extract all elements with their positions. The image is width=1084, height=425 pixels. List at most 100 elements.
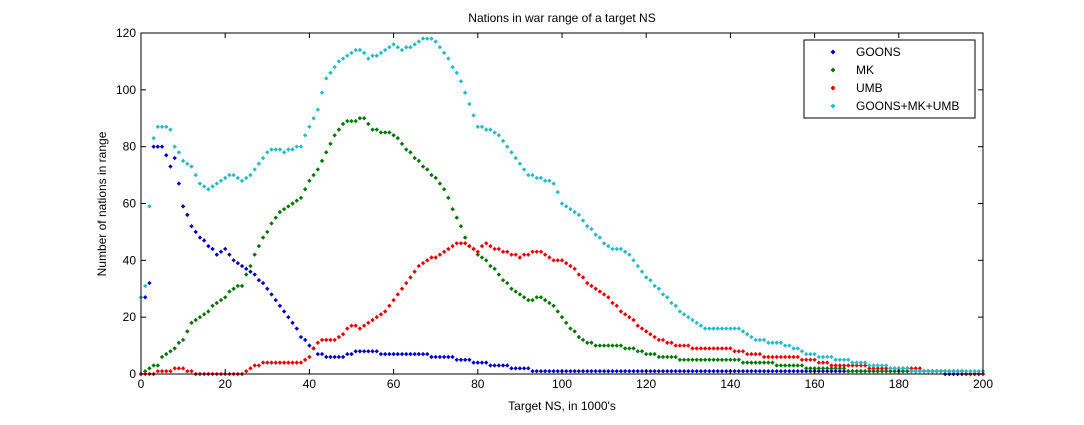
data-point	[244, 368, 249, 374]
data-point	[644, 329, 649, 334]
data-point	[597, 289, 603, 294]
data-point	[214, 300, 219, 306]
data-point	[782, 354, 788, 360]
data-point	[277, 303, 283, 308]
data-point	[366, 320, 371, 326]
data-point	[302, 133, 308, 138]
data-point	[281, 206, 287, 212]
data-point	[648, 332, 653, 337]
data-point	[732, 349, 737, 354]
data-point	[753, 351, 758, 357]
series-3	[138, 36, 986, 374]
data-point	[345, 53, 350, 58]
data-point	[622, 368, 628, 374]
data-point	[454, 70, 459, 75]
data-point	[151, 135, 156, 141]
data-point	[273, 215, 278, 220]
data-point	[265, 150, 270, 155]
data-point	[833, 363, 838, 368]
data-point	[803, 351, 809, 357]
data-point	[332, 337, 337, 343]
data-point	[841, 363, 847, 368]
data-point	[235, 283, 241, 289]
chart-title: Nations in war range of a target NS	[468, 11, 655, 25]
data-point	[917, 366, 923, 371]
data-point	[500, 278, 506, 283]
data-point	[201, 312, 207, 317]
data-point	[450, 243, 455, 249]
legend-marker	[830, 85, 836, 91]
data-point	[180, 366, 186, 371]
data-point	[585, 340, 590, 345]
data-point	[648, 278, 653, 283]
data-point	[761, 368, 767, 374]
data-point	[538, 175, 544, 181]
data-point	[319, 90, 325, 95]
data-point	[745, 368, 750, 374]
data-point	[867, 363, 872, 368]
data-point	[892, 368, 897, 374]
data-point	[353, 323, 358, 328]
data-point	[833, 366, 838, 371]
data-point	[475, 124, 480, 129]
data-point	[656, 368, 662, 374]
data-point	[412, 155, 417, 161]
legend-label: MK	[856, 63, 874, 77]
data-point	[273, 147, 278, 152]
x-tick-label: 140	[720, 377, 740, 391]
data-point	[164, 368, 169, 374]
data-point	[635, 263, 640, 269]
data-point	[879, 363, 885, 368]
data-point	[846, 368, 851, 374]
data-point	[572, 266, 577, 272]
data-point	[707, 368, 712, 374]
data-point	[854, 368, 859, 374]
data-point	[446, 246, 451, 252]
data-point	[761, 354, 767, 360]
data-point	[526, 252, 531, 257]
data-point	[825, 366, 830, 371]
data-point	[580, 275, 586, 280]
data-point	[610, 343, 615, 348]
data-point	[585, 224, 590, 229]
data-point	[555, 189, 560, 195]
data-point	[732, 368, 737, 374]
data-point	[606, 368, 611, 374]
data-point	[281, 150, 287, 155]
data-point	[340, 121, 346, 127]
data-point	[492, 266, 497, 272]
data-point	[677, 357, 683, 362]
data-point	[858, 368, 864, 374]
data-point	[505, 144, 510, 149]
legend-marker	[830, 67, 836, 73]
data-point	[757, 351, 763, 357]
data-point	[542, 252, 548, 257]
data-point	[159, 124, 165, 129]
data-point	[841, 368, 847, 374]
data-point	[829, 366, 834, 371]
data-point	[669, 300, 674, 306]
data-point	[778, 363, 784, 368]
data-point	[589, 368, 594, 374]
data-point	[627, 368, 632, 374]
data-point	[269, 360, 274, 365]
data-point	[639, 349, 645, 354]
data-point	[260, 280, 266, 286]
data-point	[622, 346, 628, 351]
data-point	[753, 337, 758, 343]
data-point	[509, 252, 514, 257]
data-point	[172, 155, 177, 161]
data-point	[749, 360, 754, 365]
data-point	[311, 346, 316, 351]
data-point	[252, 167, 257, 172]
data-point	[723, 368, 729, 374]
data-point	[450, 64, 455, 70]
data-point	[871, 366, 876, 371]
data-point	[180, 337, 186, 343]
data-point	[745, 360, 750, 365]
data-point	[391, 351, 396, 357]
data-point	[248, 172, 253, 178]
data-point	[509, 150, 514, 155]
data-point	[307, 124, 312, 129]
data-point	[256, 363, 262, 368]
